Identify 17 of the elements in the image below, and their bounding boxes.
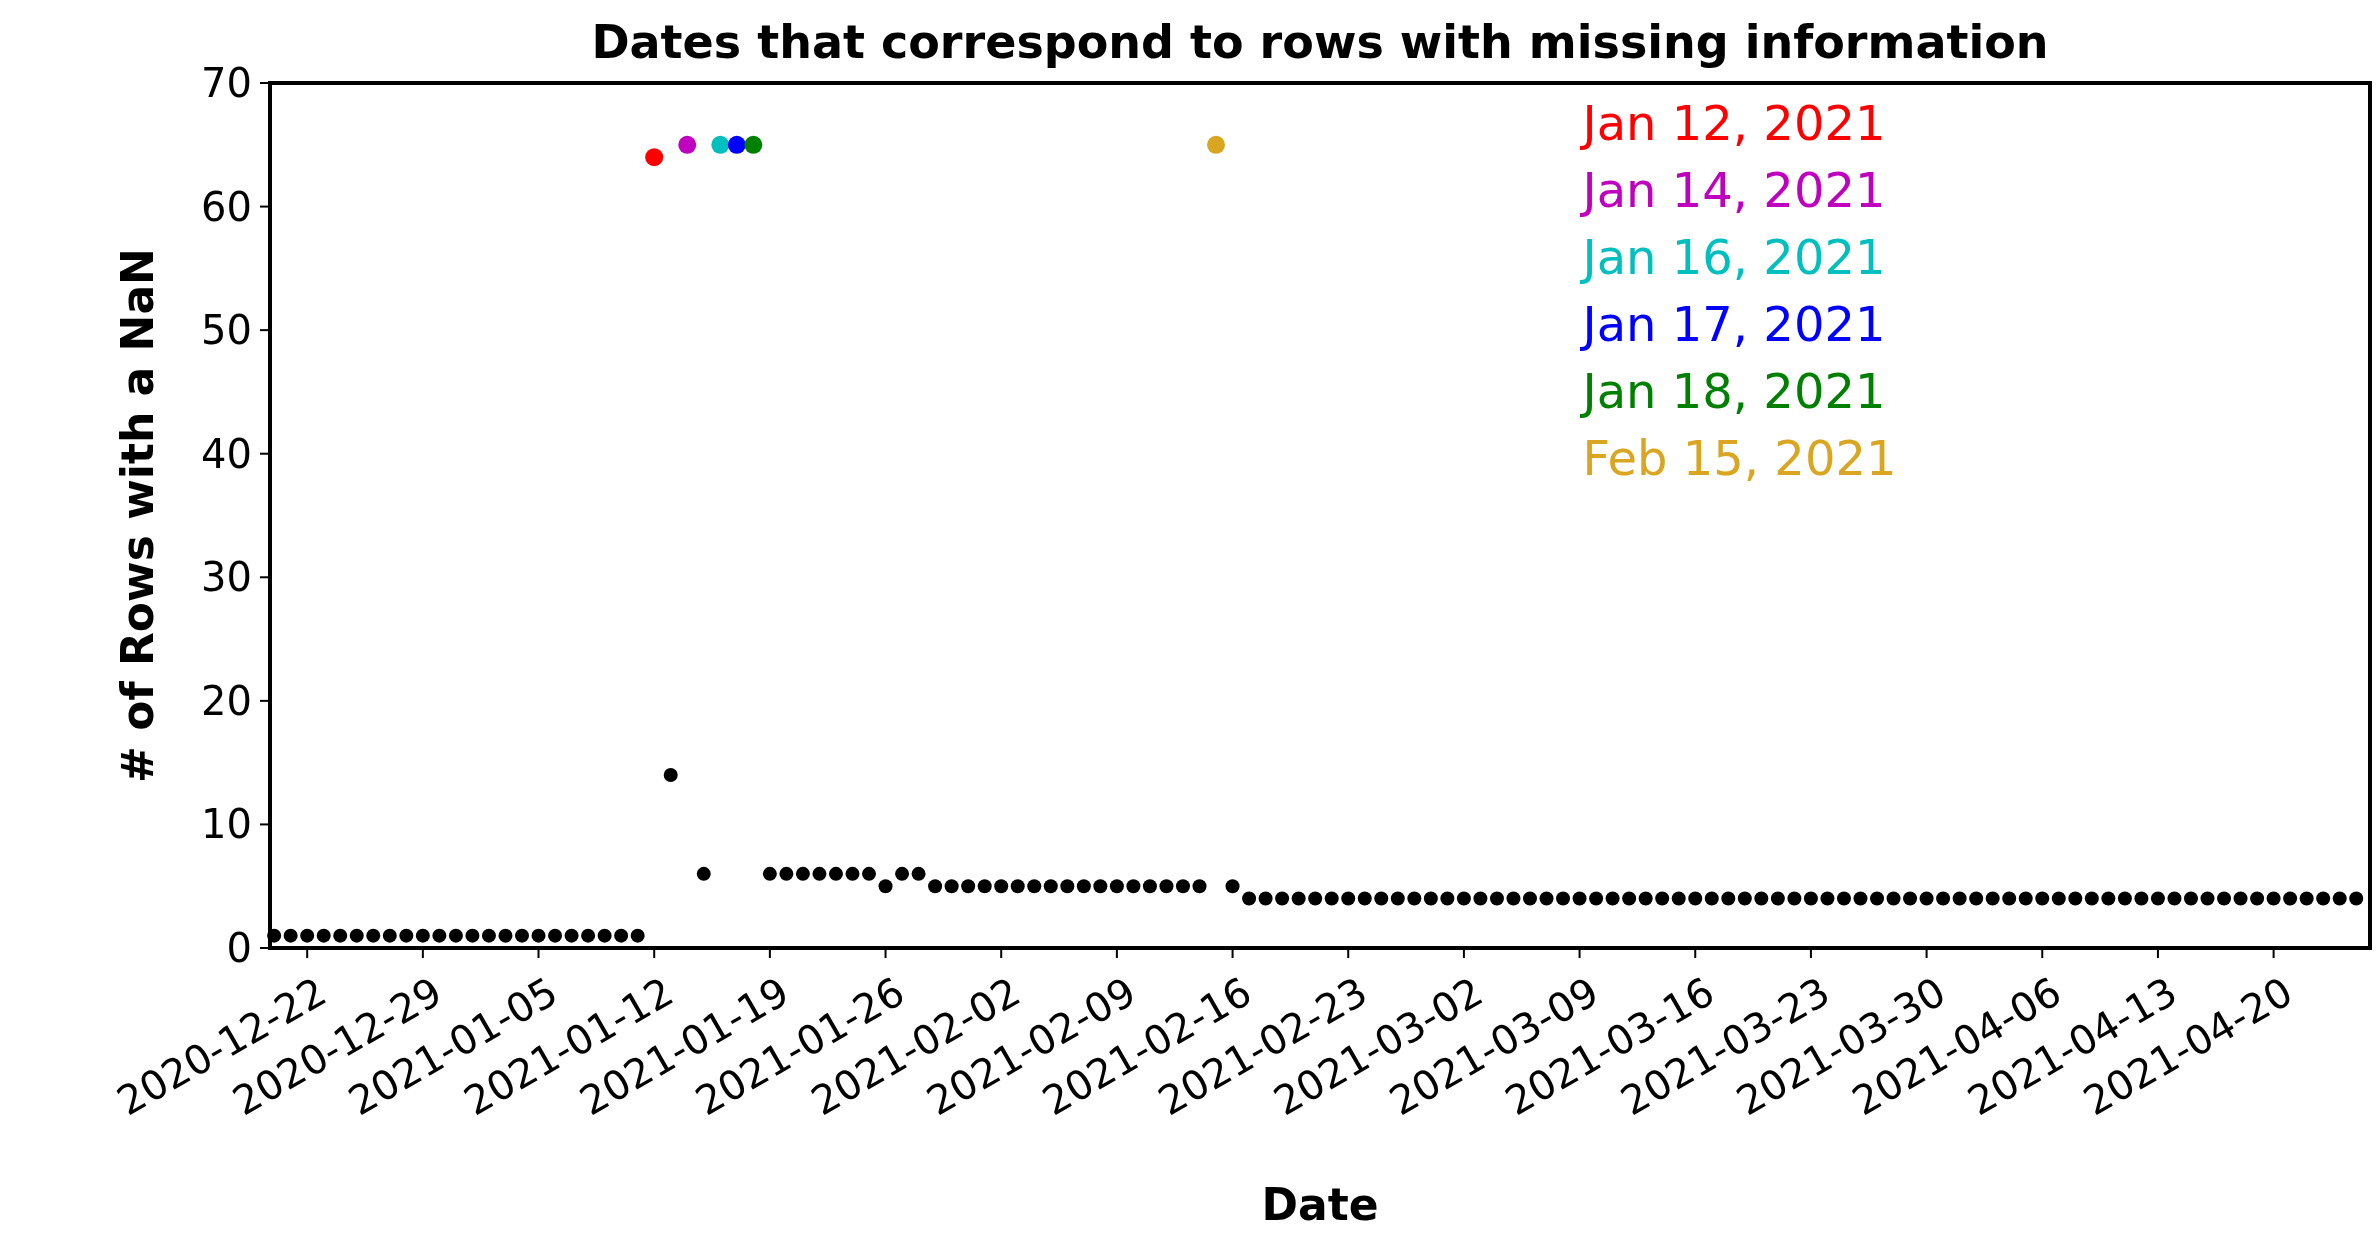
text: Jan 12, 2021 [1579, 94, 1886, 151]
y-tick-label: 70 [201, 60, 252, 106]
text: Jan 14, 2021 [1579, 161, 1886, 218]
y-axis-title: # of Rows with a NaN [112, 248, 163, 783]
text: Jan 17, 2021 [1579, 295, 1886, 352]
chart-title: Dates that correspond to rows with missing information [591, 15, 2049, 69]
x-axis-title: Date [1261, 1179, 1379, 1230]
y-tick-label: 30 [201, 554, 252, 601]
y-tick-label: 0 [226, 925, 252, 971]
y-tick-label: 60 [201, 183, 252, 230]
y-tick-label: 10 [201, 801, 252, 848]
y-tick-label: 20 [201, 677, 252, 724]
y-tick-label: 50 [201, 307, 252, 354]
text: Jan 16, 2021 [1579, 228, 1886, 285]
text: Jan 18, 2021 [1579, 362, 1886, 419]
text: Feb 15, 2021 [1582, 429, 1897, 486]
y-tick-label: 40 [201, 430, 252, 477]
